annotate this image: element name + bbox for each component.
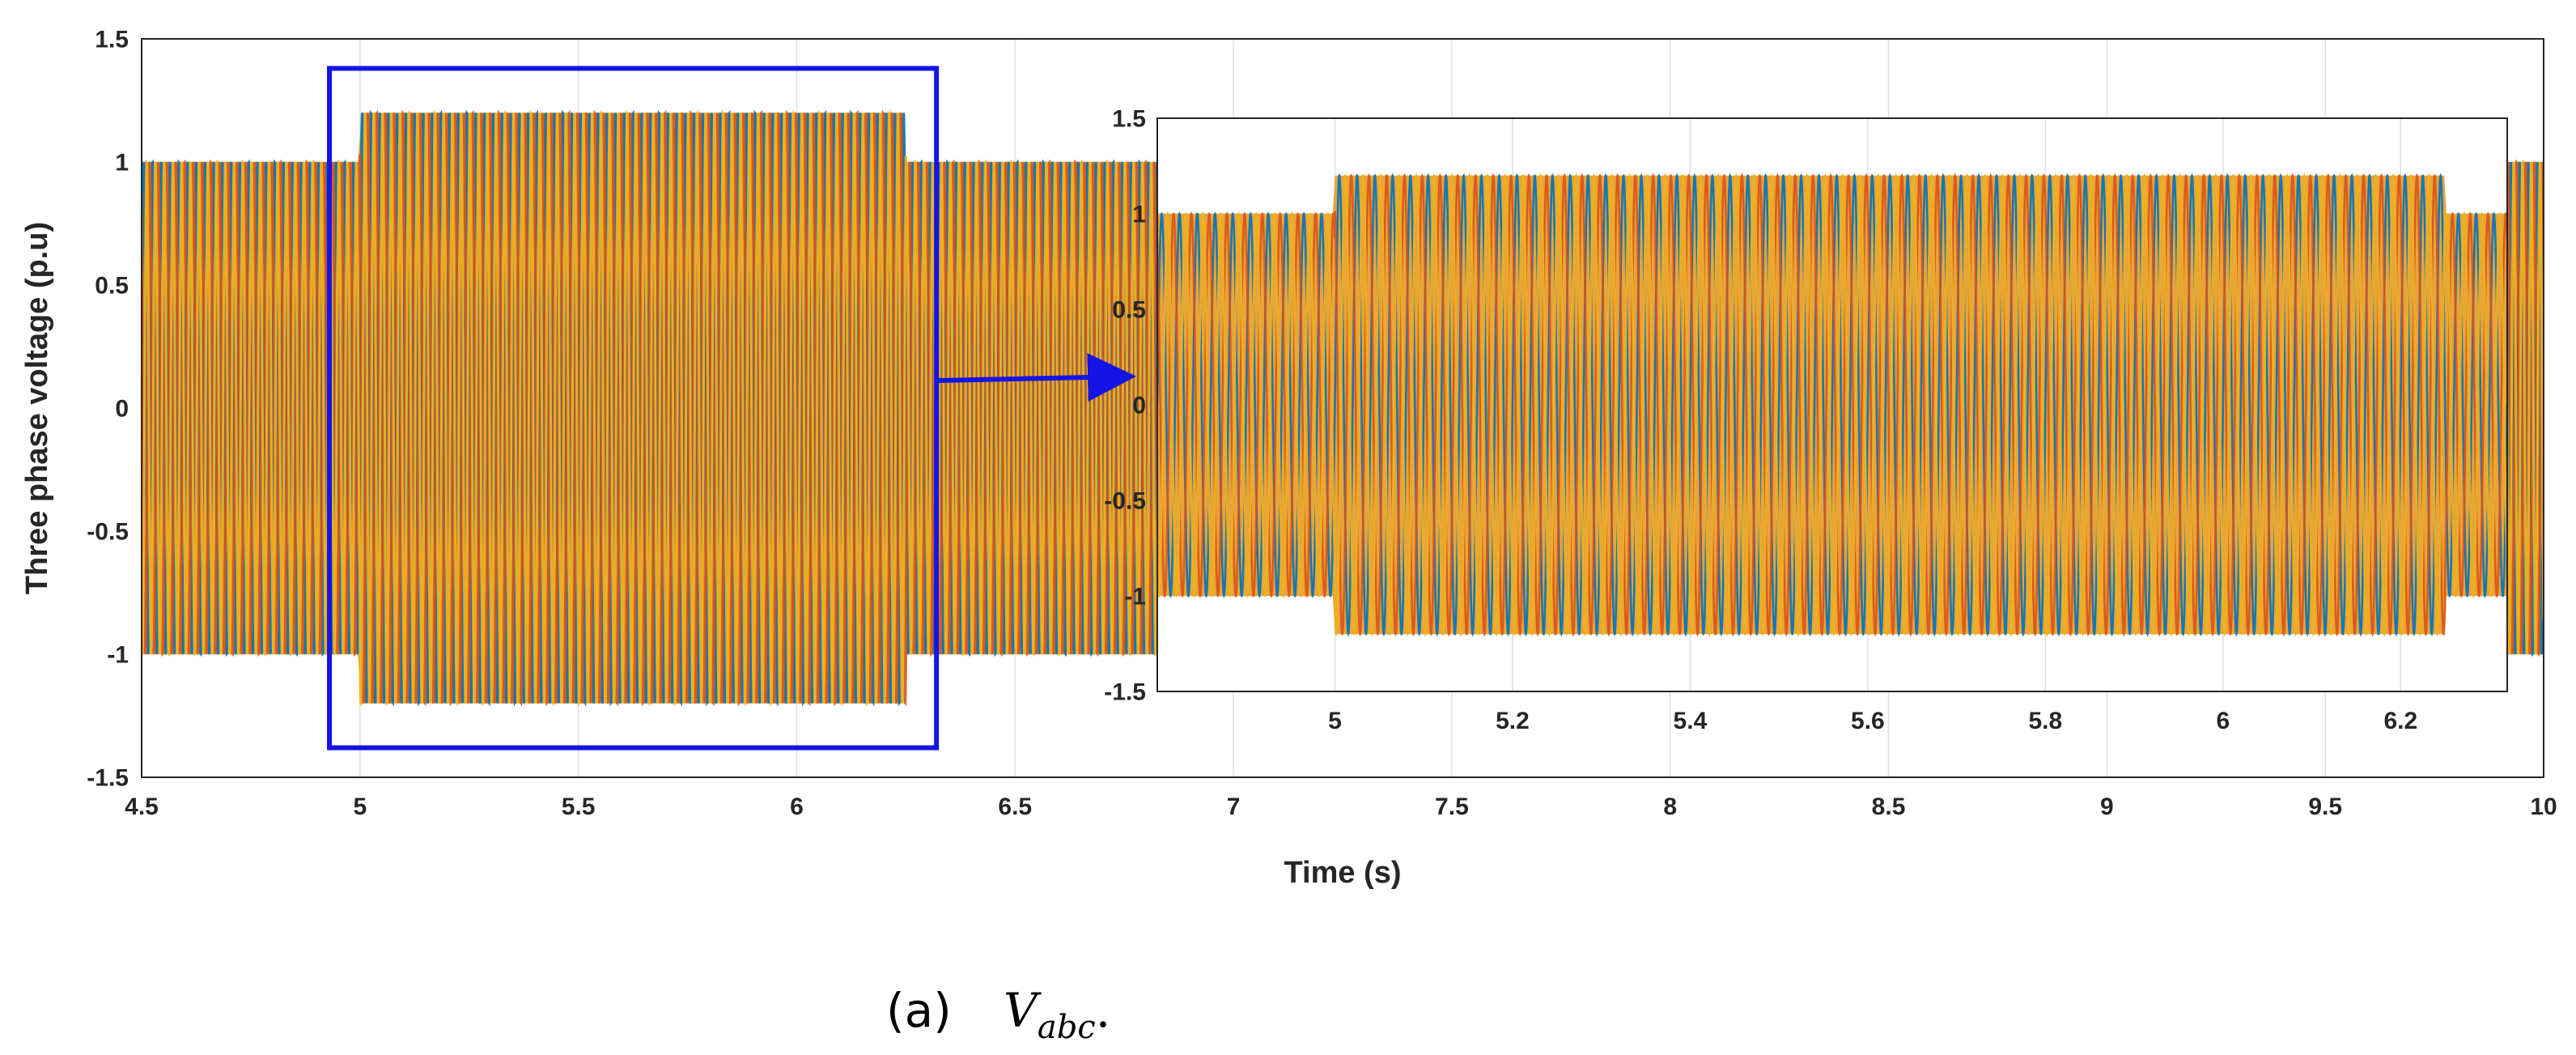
y-tick-label: 0.5 bbox=[95, 273, 129, 300]
zoom-highlight-box bbox=[327, 66, 940, 751]
x-tick-label: 5.8 bbox=[2029, 708, 2063, 734]
x-tick-label: 6 bbox=[2216, 708, 2230, 734]
figure-caption: (a) Vabc. bbox=[886, 983, 1110, 1046]
inset-axes: 5 5.2 5.4 5.6 5.8 6 6.2 1.5 1 0.5 0 -0.5 -1 -1.5 bbox=[1104, 106, 2508, 734]
y-tick-label: 1.5 bbox=[1112, 106, 1146, 133]
phase-3-line bbox=[1157, 172, 2507, 637]
y-tick-label: -1.5 bbox=[1104, 679, 1146, 706]
x-tick-label: 5.6 bbox=[1851, 708, 1885, 734]
x-tick-label: 6 bbox=[790, 793, 804, 820]
x-tick-label: 10 bbox=[2530, 793, 2557, 820]
y-tick-label: 0 bbox=[1132, 393, 1146, 419]
y-tick-label: -1 bbox=[1124, 584, 1146, 610]
x-tick-label: 4.5 bbox=[125, 793, 159, 820]
phase-1-line bbox=[1157, 172, 2507, 637]
y-tick-label: 0 bbox=[115, 396, 129, 423]
phase-2-line bbox=[1157, 172, 2507, 637]
x-tick-label: 5.4 bbox=[1674, 708, 1708, 734]
caption-suffix: . bbox=[1096, 983, 1110, 1038]
inset-signal bbox=[1157, 172, 2507, 637]
caption-subscript: abc bbox=[1038, 1009, 1096, 1046]
x-tick-label: 7 bbox=[1227, 793, 1241, 820]
x-tick-label: 7.5 bbox=[1435, 793, 1469, 820]
y-tick-label: -0.5 bbox=[87, 519, 129, 546]
y-tick-label: 1.5 bbox=[95, 27, 129, 53]
inset-axes-frame bbox=[1156, 117, 2508, 692]
y-tick-label: -0.5 bbox=[1104, 488, 1146, 515]
x-axis-label: Time (s) bbox=[1284, 856, 1401, 890]
inset-y-tick-labels: 1.5 1 0.5 0 -0.5 -1 -1.5 bbox=[1104, 106, 1146, 706]
main-y-tick-labels: 1.5 1 0.5 0 -0.5 -1 -1.5 bbox=[87, 27, 129, 792]
x-tick-label: 9.5 bbox=[2308, 793, 2342, 820]
y-tick-label: 1 bbox=[1132, 202, 1146, 228]
x-tick-label: 8.5 bbox=[1872, 793, 1906, 820]
x-tick-label: 5.5 bbox=[562, 793, 596, 820]
main-x-tick-labels: 4.5 5 5.5 6 6.5 7 7.5 8 8.5 9 9.5 10 bbox=[125, 793, 2557, 820]
zoom-arrow bbox=[938, 353, 1136, 402]
x-tick-label: 5.2 bbox=[1496, 708, 1530, 734]
x-tick-label: 8 bbox=[1663, 793, 1677, 820]
y-tick-label: -1 bbox=[107, 642, 129, 669]
caption-symbol: Vabc. bbox=[1004, 983, 1110, 1046]
caption-prefix: (a) bbox=[886, 983, 952, 1038]
y-tick-label: -1.5 bbox=[87, 765, 129, 792]
x-tick-label: 6.2 bbox=[2383, 708, 2417, 734]
y-axis-label: Three phase voltage (p.u) bbox=[20, 222, 54, 594]
highlight-rectangle bbox=[327, 66, 940, 751]
inset-x-tick-labels: 5 5.2 5.4 5.6 5.8 6 6.2 bbox=[1328, 708, 2417, 734]
x-tick-label: 5 bbox=[1328, 708, 1342, 734]
x-tick-label: 5 bbox=[353, 793, 367, 820]
y-tick-label: 1 bbox=[115, 150, 129, 177]
x-tick-label: 9 bbox=[2100, 793, 2114, 820]
x-tick-label: 6.5 bbox=[998, 793, 1032, 820]
y-tick-label: 0.5 bbox=[1112, 297, 1146, 324]
main-axes-frame bbox=[141, 38, 2544, 778]
